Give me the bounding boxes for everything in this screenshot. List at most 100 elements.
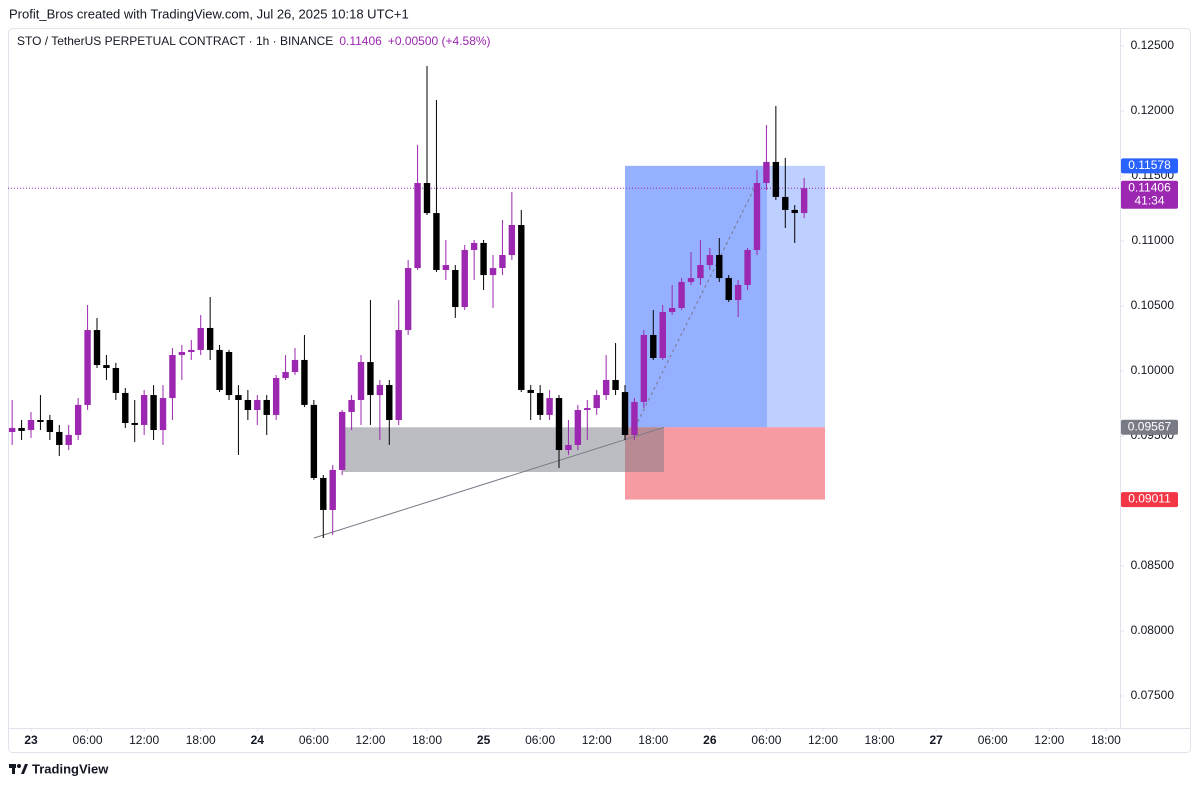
candle-body — [433, 213, 440, 270]
candle-body — [254, 399, 261, 410]
candle-body — [178, 352, 186, 356]
candle-body — [527, 389, 534, 393]
price-label: 0.11406 — [1128, 180, 1171, 194]
candle-body — [423, 183, 431, 214]
header: Profit_Bros created with TradingView.com… — [9, 6, 409, 21]
candle-body — [103, 365, 110, 369]
candle-body — [631, 401, 638, 435]
candle-body — [188, 349, 195, 353]
candle-body — [763, 161, 770, 184]
candle-body — [395, 330, 402, 421]
x-tick-label: 06:00 — [525, 733, 555, 747]
candle-body — [659, 311, 666, 358]
candle-body — [310, 404, 318, 478]
candle-body — [301, 359, 308, 405]
x-tick-label: 27 — [929, 733, 943, 747]
candle-body — [282, 372, 289, 379]
price-label: 0.09011 — [1128, 492, 1171, 506]
footer: TradingView — [32, 761, 109, 776]
x-tick-label: 06:00 — [73, 733, 103, 747]
candle-body — [442, 265, 450, 270]
price-label: 0.11578 — [1128, 158, 1171, 172]
countdown: 41:34 — [1134, 193, 1164, 207]
candle-body — [584, 408, 591, 410]
candle-body — [546, 398, 553, 415]
price-label: 0.09567 — [1128, 419, 1172, 433]
x-tick-label: 24 — [251, 733, 265, 747]
x-tick-label: 25 — [477, 733, 491, 747]
x-tick-label: 06:00 — [299, 733, 329, 747]
candle-body — [367, 362, 374, 396]
candle-body — [602, 379, 610, 396]
candle-body — [112, 368, 120, 393]
candle-body — [489, 268, 497, 276]
candle-body — [131, 423, 138, 425]
candle-body — [37, 420, 44, 422]
candle-body — [159, 398, 167, 431]
candle-body — [216, 349, 223, 390]
candle-body — [734, 284, 742, 301]
candle-body — [800, 188, 808, 214]
last-price: 0.11406 — [339, 34, 382, 48]
drawings — [8, 165, 1120, 539]
candle-body — [18, 427, 25, 431]
candle-body — [65, 434, 72, 445]
candle-body — [197, 327, 204, 350]
candle-body — [291, 359, 299, 373]
candle-body — [150, 395, 157, 431]
x-tick-label: 12:00 — [808, 733, 838, 747]
logo-part — [17, 764, 21, 768]
candle-body — [508, 225, 516, 256]
candle-body — [263, 399, 270, 415]
candle-body — [46, 420, 54, 432]
candle-body — [782, 196, 789, 210]
candle-body — [706, 255, 714, 266]
y-tick-label: 0.12000 — [1131, 103, 1175, 117]
price-label-box — [1121, 419, 1178, 435]
x-tick-label: 18:00 — [186, 733, 216, 747]
candle-body — [320, 477, 327, 510]
candle-body — [772, 161, 780, 197]
candle-body — [574, 410, 582, 445]
candle-body — [225, 352, 233, 396]
candle-body — [612, 379, 619, 390]
x-tick-label: 12:00 — [129, 733, 159, 747]
price-label-box — [1121, 180, 1178, 209]
y-tick-label: 0.08000 — [1131, 623, 1175, 637]
x-tick-label: 12:00 — [1034, 733, 1064, 747]
candle-body — [716, 255, 723, 279]
y-tick-label: 0.12500 — [1131, 38, 1175, 52]
y-tick-label: 0.08500 — [1131, 558, 1175, 572]
candle-body — [206, 327, 214, 350]
candle-body — [536, 392, 544, 415]
candle-body — [668, 307, 676, 312]
candle-body — [348, 399, 355, 412]
chart-frame — [8, 28, 1191, 753]
candle-body — [791, 209, 798, 214]
candle-body — [235, 395, 242, 400]
candle-body — [593, 395, 600, 409]
candle-body — [650, 334, 657, 358]
candle-body — [461, 249, 468, 308]
target-zone — [625, 165, 767, 428]
candle-body — [93, 330, 101, 366]
x-tick-label: 18:00 — [1091, 733, 1121, 747]
candle-body — [56, 431, 63, 445]
x-tick-label: 18:00 — [638, 733, 668, 747]
candle-body — [386, 385, 393, 421]
candle-body — [338, 411, 346, 470]
candle-body — [272, 378, 280, 415]
candle-body — [687, 278, 695, 282]
x-tick-label: 26 — [703, 733, 717, 747]
candle-body — [518, 225, 525, 390]
candle-body — [555, 398, 563, 451]
candle-body — [678, 281, 685, 308]
x-tick-label: 18:00 — [412, 733, 442, 747]
price-label-box — [1121, 492, 1178, 508]
x-tick-label: 18:00 — [865, 733, 895, 747]
trend-line — [313, 426, 665, 539]
candle-body — [244, 399, 252, 410]
